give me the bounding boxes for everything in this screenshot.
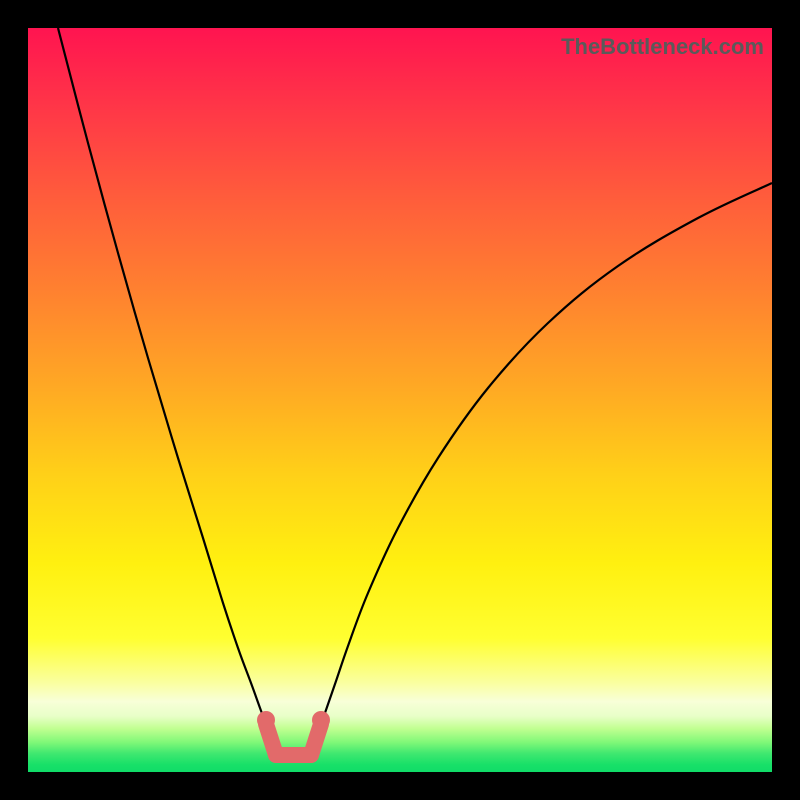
highlight-dot [257, 711, 275, 729]
watermark-text: TheBottleneck.com [561, 34, 764, 60]
curve-left [58, 28, 266, 724]
curve-right [321, 183, 772, 724]
curve-overlay [28, 28, 772, 772]
highlight-dot [312, 711, 330, 729]
chart-container: TheBottleneck.com [0, 0, 800, 800]
plot-area: TheBottleneck.com [28, 28, 772, 772]
